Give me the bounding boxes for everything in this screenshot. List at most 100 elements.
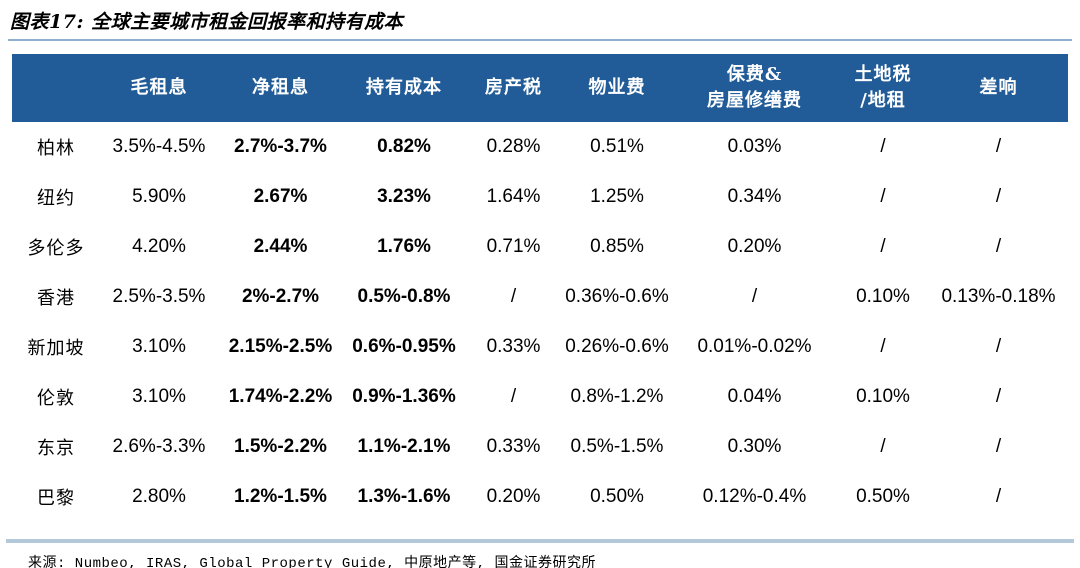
- value-cell: 2.80%: [132, 486, 186, 507]
- value-cell: 0.10%: [856, 286, 910, 307]
- value-cell: 0.04%: [727, 386, 782, 407]
- table-row: 巴黎 2.80% 1.2%-1.5% 1.3%-1.6% 0.20% 0.50% 0.12%…: [12, 472, 1068, 522]
- header-gross-yield: 毛租息: [100, 54, 218, 122]
- value-cell: 0.82%: [377, 136, 431, 157]
- header-holding-cost: 持有成本: [343, 54, 465, 122]
- value-cell: 0.03%: [727, 136, 782, 157]
- value-cell: /: [880, 186, 886, 207]
- table-row: 东京 2.6%-3.3% 1.5%-2.2% 1.1%-2.1% 0.33% 0.5%-1…: [12, 422, 1068, 472]
- city-label: 东京: [37, 438, 75, 459]
- value-cell: 0.30%: [727, 436, 782, 457]
- value-cell: 0.9%-1.36%: [352, 386, 456, 407]
- value-cell: /: [510, 386, 517, 407]
- value-cell: 1.25%: [590, 186, 644, 207]
- header-land-tax: 土地税/地租: [837, 54, 929, 122]
- value-cell: 0.13%-0.18%: [941, 286, 1056, 307]
- value-cell: 0.8%-1.2%: [570, 386, 664, 407]
- value-cell: 5.90%: [132, 186, 186, 207]
- value-cell: /: [880, 336, 886, 357]
- value-cell: 0.33%: [486, 336, 541, 357]
- value-cell: 2.5%-3.5%: [112, 286, 206, 307]
- header-label: 毛租息: [130, 77, 188, 98]
- value-cell: 1.2%-1.5%: [234, 486, 327, 507]
- value-cell: 0.51%: [590, 136, 644, 157]
- value-cell: 0.12%-0.4%: [702, 486, 807, 507]
- value-cell: 0.6%-0.95%: [352, 336, 456, 357]
- header-label: 持有成本: [366, 77, 442, 98]
- table-row: 柏林 3.5%-4.5% 2.7%-3.7% 0.82% 0.28% 0.51% 0.03%…: [12, 122, 1068, 172]
- value-cell: /: [751, 286, 758, 307]
- value-cell: 0.20%: [727, 236, 782, 257]
- value-cell: /: [510, 286, 517, 307]
- value-cell: 0.5%-1.5%: [570, 436, 664, 457]
- header-label: 差响: [979, 77, 1018, 98]
- header-management-fee: 物业费: [562, 54, 672, 122]
- header-label: 净租息: [252, 77, 309, 98]
- value-cell: /: [995, 336, 1002, 357]
- value-cell: 1.3%-1.6%: [357, 486, 451, 507]
- figure-title: 图表17: 全球主要城市租金回报率和持有成本: [10, 11, 404, 33]
- table-row: 香港 2.5%-3.5% 2%-2.7% 0.5%-0.8% / 0.36%-0.6% / 0…: [12, 272, 1068, 322]
- city-label: 纽约: [37, 188, 75, 209]
- value-cell: 3.5%-4.5%: [112, 136, 206, 157]
- value-cell: 0.26%-0.6%: [565, 336, 669, 357]
- value-cell: 3.23%: [377, 186, 431, 207]
- value-cell: 0.28%: [486, 136, 541, 157]
- header-difference: 差响: [929, 54, 1068, 122]
- value-cell: 2.44%: [253, 236, 308, 257]
- table-row: 伦敦 3.10% 1.74%-2.2% 0.9%-1.36% / 0.8%-1.2% 0.0…: [12, 372, 1068, 422]
- header-property-tax: 房产税: [465, 54, 562, 122]
- value-cell: /: [880, 136, 886, 157]
- value-cell: 4.20%: [132, 236, 186, 257]
- value-cell: 2.15%-2.5%: [228, 336, 333, 357]
- value-cell: /: [995, 486, 1002, 507]
- city-label: 香港: [37, 288, 75, 309]
- rental-yield-table: 毛租息 净租息 持有成本 房产税 物业费 保费& 房屋修缮费 土地税/地租 差响 …: [12, 54, 1068, 522]
- value-cell: /: [880, 236, 886, 257]
- header-label: 房屋修缮费: [707, 90, 802, 111]
- header-label: /地租: [860, 90, 906, 111]
- value-cell: 0.71%: [486, 236, 541, 257]
- header-net-yield: 净租息: [218, 54, 343, 122]
- header-label: 保费&: [726, 64, 783, 85]
- source-note: 来源: Numbeo, IRAS, Global Property Guide,…: [28, 556, 596, 568]
- value-cell: 2%-2.7%: [241, 286, 320, 307]
- value-cell: 0.36%-0.6%: [565, 286, 669, 307]
- title-divider: [8, 39, 1072, 41]
- table-row: 纽约 5.90% 2.67% 3.23% 1.64% 1.25% 0.34% / /: [12, 172, 1068, 222]
- city-label: 柏林: [37, 138, 75, 159]
- value-cell: /: [995, 236, 1002, 257]
- table-row: 多伦多 4.20% 2.44% 1.76% 0.71% 0.85% 0.20% / /: [12, 222, 1068, 272]
- header-label: 物业费: [588, 77, 646, 98]
- header-label: 土地税: [854, 64, 912, 85]
- value-cell: 0.10%: [856, 386, 910, 407]
- city-label: 伦敦: [37, 388, 75, 409]
- value-cell: 2.67%: [253, 186, 308, 207]
- footer-divider: [6, 539, 1074, 543]
- value-cell: /: [880, 436, 886, 457]
- value-cell: 0.50%: [856, 486, 910, 507]
- value-cell: 1.76%: [377, 236, 431, 257]
- value-cell: /: [995, 386, 1002, 407]
- value-cell: 1.64%: [486, 186, 541, 207]
- value-cell: 0.20%: [486, 486, 541, 507]
- header-label: 房产税: [485, 77, 542, 98]
- value-cell: 3.10%: [132, 386, 186, 407]
- city-label: 多伦多: [27, 238, 85, 259]
- value-cell: 0.85%: [590, 236, 644, 257]
- value-cell: 2.7%-3.7%: [234, 136, 327, 157]
- value-cell: 0.5%-0.8%: [357, 286, 451, 307]
- table-row: 新加坡 3.10% 2.15%-2.5% 0.6%-0.95% 0.33% 0.26%-0…: [12, 322, 1068, 372]
- value-cell: 3.10%: [132, 336, 186, 357]
- value-cell: 1.5%-2.2%: [234, 436, 327, 457]
- value-cell: 1.74%-2.2%: [228, 386, 333, 407]
- value-cell: /: [995, 186, 1002, 207]
- value-cell: 0.01%-0.02%: [697, 336, 812, 357]
- value-cell: 0.33%: [486, 436, 541, 457]
- table-body: 柏林 3.5%-4.5% 2.7%-3.7% 0.82% 0.28% 0.51% 0.03%…: [12, 122, 1068, 522]
- header-city: [12, 54, 100, 122]
- value-cell: 0.34%: [727, 186, 782, 207]
- city-label: 巴黎: [37, 488, 75, 509]
- header-insurance-repair: 保费& 房屋修缮费: [672, 54, 837, 122]
